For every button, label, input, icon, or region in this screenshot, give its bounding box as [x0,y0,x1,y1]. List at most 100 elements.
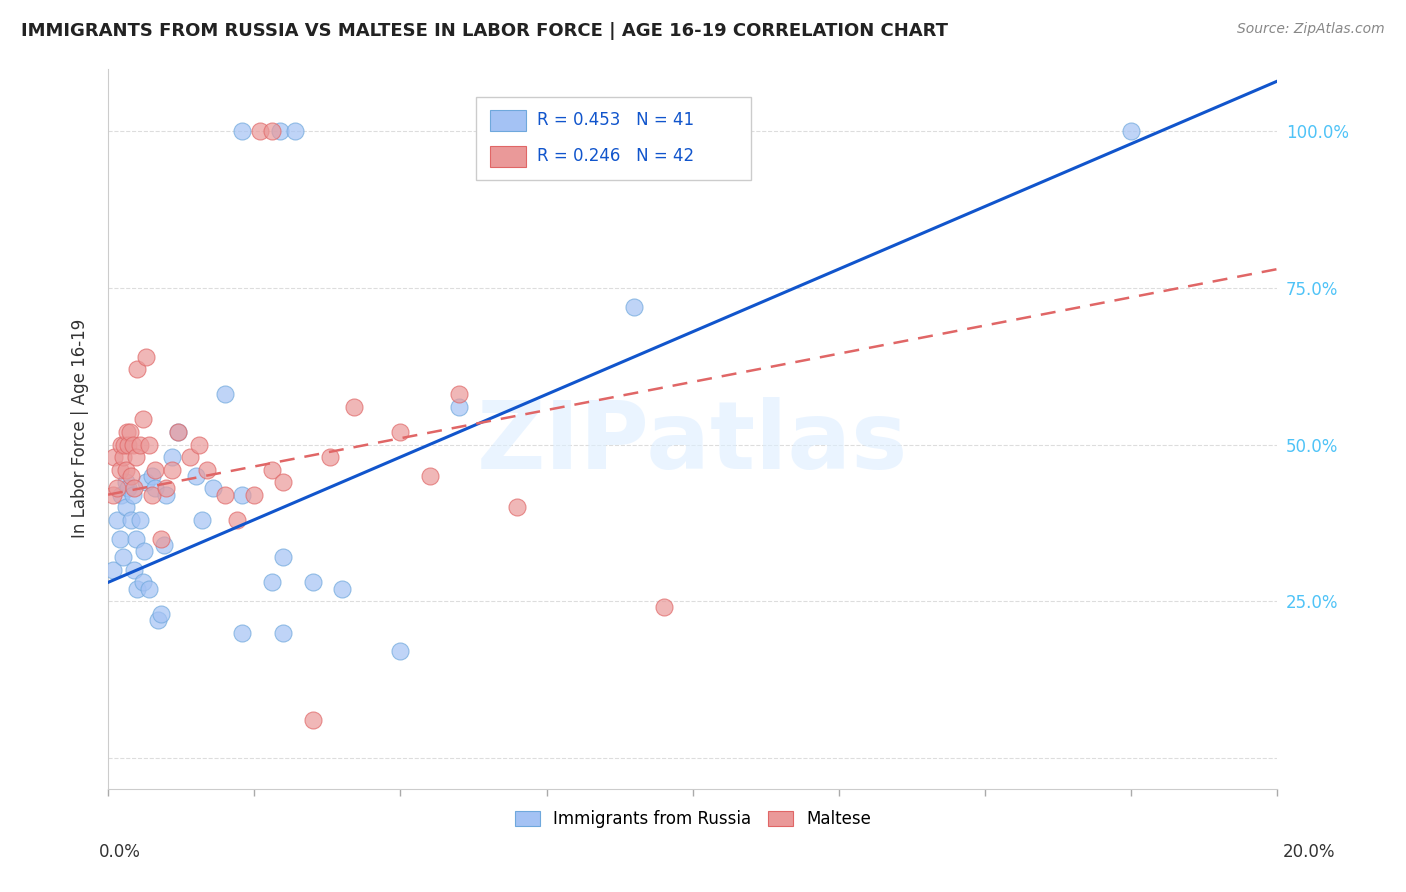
Text: ZIPatlas: ZIPatlas [477,397,908,490]
Point [135,350,157,364]
Point [260,462,283,476]
Point [125,532,148,546]
Point [301,575,323,590]
Point [260,575,283,590]
Point [167,425,190,439]
Point [141,488,163,502]
Point [105,513,128,527]
Point [214,387,236,401]
Point [117,482,139,496]
Point [141,468,163,483]
Point [132,575,155,590]
Y-axis label: In Labor Force | Age 16-19: In Labor Force | Age 16-19 [72,319,89,539]
Point [108,462,131,476]
Point [127,362,149,376]
Point [273,625,295,640]
Text: Source: ZipAtlas.com: Source: ZipAtlas.com [1237,22,1385,37]
Point [447,387,470,401]
Text: 20.0%: 20.0% [1284,843,1336,861]
Point [197,462,219,476]
Point [162,462,184,476]
Point [146,613,169,627]
Point [121,488,143,502]
Point [389,644,412,658]
Point [138,582,160,596]
Text: IMMIGRANTS FROM RUSSIA VS MALTESE IN LABOR FORCE | AGE 16-19 CORRELATION CHART: IMMIGRANTS FROM RUSSIA VS MALTESE IN LAB… [21,22,948,40]
Point [273,475,295,490]
Point [202,482,225,496]
Point [108,532,131,546]
Point [342,400,364,414]
Point [117,437,139,451]
Point [143,462,166,476]
Point [162,450,184,464]
Point [243,488,266,502]
Point [184,468,207,483]
Point [114,462,136,476]
Point [111,550,134,565]
Point [231,488,253,502]
Text: R = 0.246   N = 42: R = 0.246 N = 42 [537,147,695,165]
Point [1121,124,1143,138]
Point [249,124,271,138]
Point [135,475,157,490]
Point [111,450,134,464]
Point [330,582,353,596]
Point [120,513,142,527]
Point [623,300,645,314]
Point [260,124,283,138]
Point [652,600,675,615]
Point [190,513,212,527]
Point [127,582,149,596]
Point [149,532,172,546]
Point [231,124,253,138]
Point [129,513,152,527]
Point [167,425,190,439]
Point [125,450,148,464]
Point [134,544,156,558]
Point [214,488,236,502]
Point [269,124,291,138]
Point [231,625,253,640]
Legend: Immigrants from Russia, Maltese: Immigrants from Russia, Maltese [508,804,877,835]
Text: 0.0%: 0.0% [98,843,141,861]
Point [155,488,177,502]
Point [319,450,342,464]
Point [143,482,166,496]
Point [273,550,295,565]
Point [114,475,136,490]
Point [120,468,142,483]
Point [155,482,177,496]
Point [121,437,143,451]
Point [389,425,412,439]
FancyBboxPatch shape [477,97,751,180]
Point [179,450,201,464]
Bar [491,145,526,168]
Point [114,500,136,515]
Point [138,437,160,451]
Point [112,437,135,451]
Point [132,412,155,426]
Point [149,607,172,621]
Point [115,425,138,439]
Point [124,482,146,496]
Point [101,488,124,502]
Point [124,563,146,577]
Point [103,450,125,464]
Point [187,437,209,451]
Point [419,468,441,483]
Point [129,437,152,451]
Point [447,400,470,414]
Point [105,482,128,496]
Point [120,425,142,439]
Point [506,500,529,515]
Point [152,538,174,552]
Point [101,563,124,577]
Point [301,713,323,727]
Text: R = 0.453   N = 41: R = 0.453 N = 41 [537,112,695,129]
Point [110,437,132,451]
Bar [491,110,526,131]
Point [225,513,247,527]
Point [284,124,307,138]
Point [110,488,132,502]
